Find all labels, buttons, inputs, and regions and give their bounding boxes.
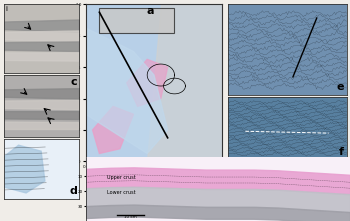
Text: e: e <box>337 82 344 92</box>
Text: Upper crust: Upper crust <box>107 175 136 180</box>
Polygon shape <box>147 4 222 161</box>
Text: f: f <box>339 147 344 157</box>
Text: Lower crust: Lower crust <box>107 190 135 195</box>
Polygon shape <box>4 145 45 193</box>
Text: a: a <box>147 6 154 16</box>
Polygon shape <box>86 28 168 153</box>
Polygon shape <box>127 59 168 107</box>
Text: 10 km: 10 km <box>124 215 137 219</box>
Polygon shape <box>92 107 134 153</box>
Bar <box>99 8 175 33</box>
Text: d: d <box>69 186 77 196</box>
Text: c: c <box>71 77 77 87</box>
Text: i: i <box>5 6 7 12</box>
